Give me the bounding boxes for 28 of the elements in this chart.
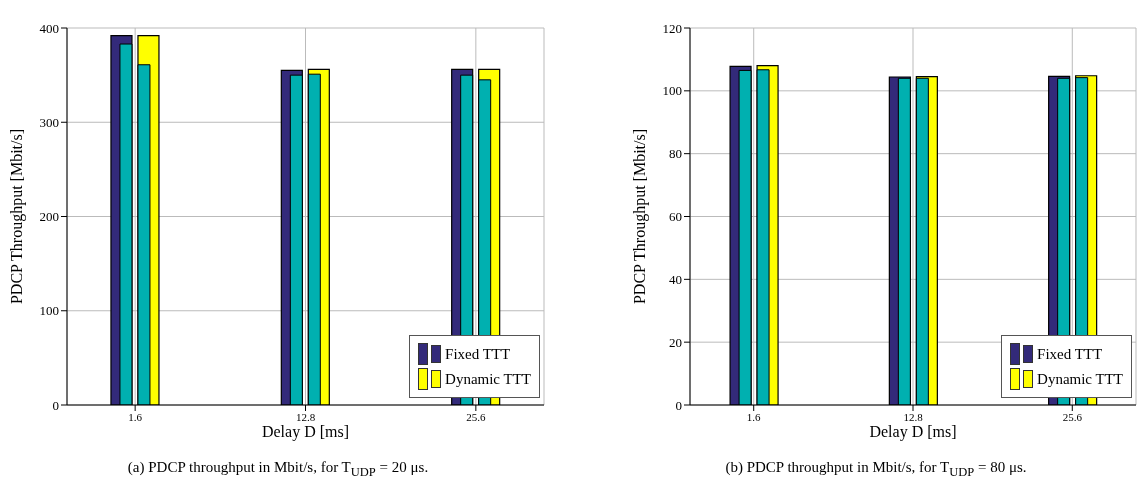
- x-tick-label: 12.8: [295, 410, 316, 423]
- x-tick-label: 12.8: [903, 410, 924, 423]
- y-axis-title: PDCP Throughput [Mbit/s]: [630, 128, 649, 305]
- x-tick-label: 1.6: [746, 410, 762, 423]
- y-tick-label: 0: [52, 397, 59, 413]
- y-tick-label: 100: [39, 303, 59, 319]
- y-tick-label: 40: [669, 271, 682, 287]
- legend-label: Fixed TTT: [445, 345, 511, 363]
- y-tick-label: 20: [669, 334, 682, 350]
- y-tick-label: 60: [669, 209, 682, 225]
- y-tick-label: 0: [675, 397, 682, 413]
- legend-label: Dynamic TTT: [445, 370, 531, 388]
- x-axis-title: Delay D [ms]: [869, 423, 957, 441]
- x-axis-title: Delay D [ms]: [261, 423, 350, 441]
- legend-label: Dynamic TTT: [1037, 370, 1123, 388]
- text: (b) PDCP throughput in Mbit/s, for T$_{UDP}$ = 80 μs.: [724, 459, 1028, 479]
- x-tick-label: 25.6: [1062, 410, 1083, 423]
- y-axis-title: PDCP Throughput [Mbit/s]: [7, 128, 26, 305]
- y-tick-label: 200: [39, 209, 59, 225]
- y-tick-label: 120: [662, 20, 682, 36]
- y-tick-label: 100: [662, 83, 682, 99]
- y-tick-label: 80: [669, 146, 682, 162]
- y-tick-label: 400: [39, 20, 59, 36]
- text: (a) PDCP throughput in Mbit/s, for T$_{UDP}$ = 20 μs.: [126, 459, 430, 479]
- y-tick-label: 300: [39, 114, 59, 130]
- legend-label: Fixed TTT: [1037, 345, 1103, 363]
- x-tick-label: 1.6: [128, 410, 143, 423]
- x-tick-label: 25.6: [466, 410, 486, 423]
